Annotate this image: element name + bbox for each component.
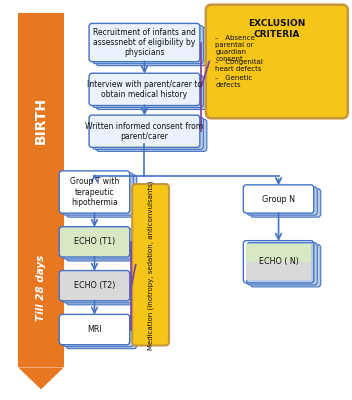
Text: BIRTH: BIRTH <box>34 97 48 144</box>
Polygon shape <box>18 368 64 389</box>
Text: MRI: MRI <box>87 325 102 334</box>
Text: –   Absence
parental or
guardian
consent: – Absence parental or guardian consent <box>215 34 255 62</box>
Bar <box>246 244 311 262</box>
FancyBboxPatch shape <box>63 173 133 215</box>
FancyBboxPatch shape <box>89 24 200 62</box>
Polygon shape <box>18 13 64 368</box>
Text: –   Genetic
defects: – Genetic defects <box>215 75 252 88</box>
Text: –   Congenital
heart defects: – Congenital heart defects <box>215 59 263 72</box>
FancyBboxPatch shape <box>96 77 207 110</box>
FancyBboxPatch shape <box>89 73 200 106</box>
FancyBboxPatch shape <box>63 272 133 303</box>
FancyBboxPatch shape <box>250 189 321 217</box>
FancyBboxPatch shape <box>59 227 130 257</box>
FancyBboxPatch shape <box>96 28 207 66</box>
FancyBboxPatch shape <box>93 75 203 108</box>
Text: Written informed consent from
parent/carer: Written informed consent from parent/car… <box>86 122 203 141</box>
Text: ECHO (T1): ECHO (T1) <box>74 237 115 246</box>
Text: ECHO ( N): ECHO ( N) <box>259 257 298 266</box>
FancyBboxPatch shape <box>243 185 314 213</box>
FancyBboxPatch shape <box>93 117 203 149</box>
FancyBboxPatch shape <box>66 318 137 349</box>
FancyBboxPatch shape <box>132 184 169 346</box>
FancyBboxPatch shape <box>247 243 317 285</box>
Text: Medication (inotropy, sedation, anticonvulsants): Medication (inotropy, sedation, anticonv… <box>147 180 154 350</box>
FancyBboxPatch shape <box>63 229 133 259</box>
Bar <box>246 262 311 280</box>
Text: ECHO (T2): ECHO (T2) <box>74 281 115 290</box>
FancyBboxPatch shape <box>247 187 317 215</box>
Text: Group N: Group N <box>262 194 295 204</box>
FancyBboxPatch shape <box>59 171 130 213</box>
FancyBboxPatch shape <box>96 119 207 151</box>
FancyBboxPatch shape <box>63 316 133 347</box>
Text: Group T with
terapeutic
hipothermia: Group T with terapeutic hipothermia <box>70 177 119 207</box>
FancyBboxPatch shape <box>66 231 137 261</box>
Text: Interview with parent/carer to
obtain medical history: Interview with parent/carer to obtain me… <box>87 80 202 99</box>
Text: EXCLUSION
CRITERIA: EXCLUSION CRITERIA <box>248 20 306 39</box>
FancyBboxPatch shape <box>59 314 130 345</box>
FancyBboxPatch shape <box>250 245 321 287</box>
FancyBboxPatch shape <box>66 175 137 217</box>
Text: Recruitment of infants and
assessnebt of eligibility by
physicians: Recruitment of infants and assessnebt of… <box>93 28 196 58</box>
Text: Till 28 days: Till 28 days <box>36 254 46 321</box>
FancyBboxPatch shape <box>206 5 348 118</box>
FancyBboxPatch shape <box>93 26 203 64</box>
FancyBboxPatch shape <box>89 115 200 147</box>
FancyBboxPatch shape <box>59 270 130 301</box>
FancyBboxPatch shape <box>66 274 137 305</box>
